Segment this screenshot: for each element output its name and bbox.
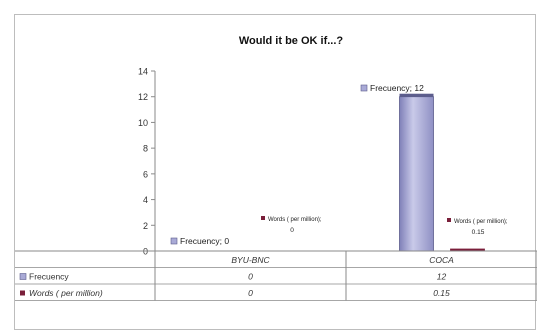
svg-text:Frecuency; 12: Frecuency; 12 [370,83,424,93]
data-label-frecuency-1: Frecuency; 12 [360,83,424,93]
y-tick-label: 2 [143,221,148,231]
chart-frame: Would it be OK if...? 0 2 4 6 8 10 12 14 Frecue… [14,14,537,330]
table-cell: 0 [248,272,253,282]
table-cell: 12 [437,272,447,282]
data-label-words-1: Words ( per million); 0.15 [447,218,508,236]
y-tick-label: 4 [143,195,148,205]
bar-frecuency-1 [399,96,434,252]
svg-text:0.15: 0.15 [472,229,485,236]
table-cell: 0 [248,288,253,298]
category-label: COCA [429,255,454,265]
chart-title: Would it be OK if...? [239,35,344,47]
svg-text:Words ( per million);: Words ( per million); [268,217,322,223]
chart: Would it be OK if...? 0 2 4 6 8 10 12 14 Frecue… [15,35,537,301]
legend-key-frecuency [19,273,27,280]
legend-label: Frecuency [29,272,69,282]
table-row: Words ( per million) 0 0.15 [20,288,450,298]
category-label: BYU-BNC [231,255,270,265]
data-label-frecuency-0: Frecuency; 0 [170,236,229,246]
y-tick-label: 6 [143,169,148,179]
y-tick-label: 8 [143,144,148,154]
svg-text:Frecuency; 0: Frecuency; 0 [180,236,229,246]
table-cell: 0.15 [433,288,450,298]
y-tick-label: 10 [138,118,148,128]
y-tick-label: 14 [138,67,148,77]
y-tick-label: 12 [138,92,148,102]
bar-top-cap [399,93,434,97]
svg-text:0: 0 [290,227,294,234]
table-row: Frecuency 0 12 [19,272,447,282]
legend-key-words [20,290,25,296]
data-label-words-0: Words ( per million); 0 [261,216,322,234]
legend-label: Words ( per million) [29,288,103,298]
svg-text:Words ( per million);: Words ( per million); [454,219,508,225]
